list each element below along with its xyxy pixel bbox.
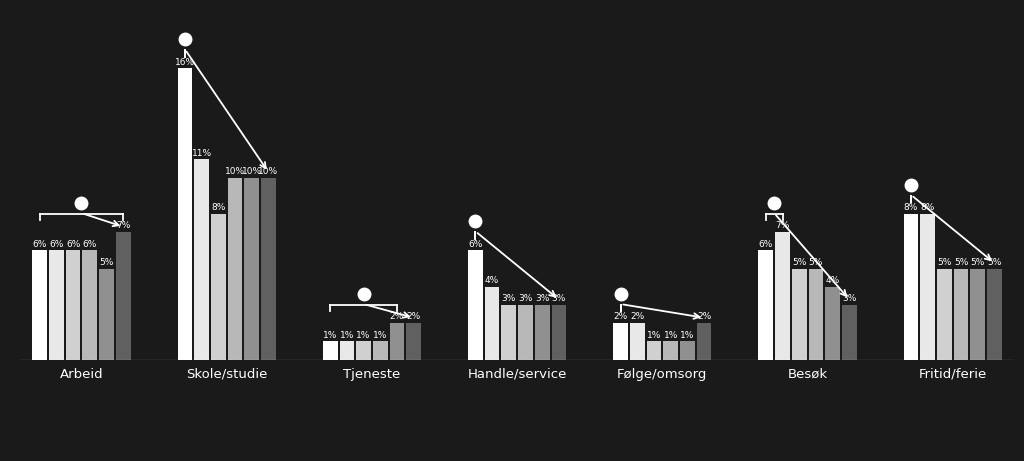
Bar	[646, 342, 662, 360]
Bar	[775, 232, 790, 360]
Bar	[921, 214, 935, 360]
Bar	[323, 342, 338, 360]
Bar	[373, 342, 388, 360]
Bar	[987, 269, 1001, 360]
Bar	[49, 250, 63, 360]
Bar	[245, 177, 259, 360]
Text: 5%: 5%	[971, 258, 985, 267]
Text: 6%: 6%	[49, 240, 63, 248]
Bar	[937, 269, 951, 360]
Bar	[261, 177, 275, 360]
Bar	[809, 269, 823, 360]
Text: 11%: 11%	[191, 148, 212, 158]
Text: 6%: 6%	[468, 240, 482, 248]
Bar	[389, 323, 404, 360]
Bar	[842, 305, 857, 360]
Bar	[971, 269, 985, 360]
Bar	[116, 232, 131, 360]
Text: 7%: 7%	[775, 221, 790, 230]
Text: 8%: 8%	[904, 203, 919, 212]
Bar	[696, 323, 712, 360]
Bar	[356, 342, 371, 360]
Text: 1%: 1%	[647, 331, 662, 340]
Text: 16%: 16%	[175, 58, 195, 66]
Bar	[195, 160, 209, 360]
Bar	[953, 269, 969, 360]
Text: 5%: 5%	[99, 258, 114, 267]
Text: 1%: 1%	[664, 331, 678, 340]
Text: 3%: 3%	[502, 294, 516, 303]
Text: 5%: 5%	[792, 258, 806, 267]
Text: 10%: 10%	[258, 167, 279, 176]
Legend: 1991/92, 1998, 2001, 2005, 2009, 2013/14: 1991/92, 1998, 2001, 2005, 2009, 2013/14	[27, 460, 514, 461]
Text: 2%: 2%	[697, 313, 712, 321]
Text: 6%: 6%	[33, 240, 47, 248]
Text: 10%: 10%	[225, 167, 245, 176]
Bar	[630, 323, 645, 360]
Bar	[177, 68, 193, 360]
Text: 2%: 2%	[407, 313, 421, 321]
Text: 5%: 5%	[809, 258, 823, 267]
Bar	[613, 323, 628, 360]
Bar	[552, 305, 566, 360]
Bar	[903, 214, 919, 360]
Bar	[211, 214, 225, 360]
Text: 3%: 3%	[535, 294, 549, 303]
Text: 3%: 3%	[552, 294, 566, 303]
Bar	[535, 305, 550, 360]
Text: 5%: 5%	[937, 258, 951, 267]
Text: 3%: 3%	[518, 294, 532, 303]
Text: 2%: 2%	[613, 313, 628, 321]
Bar	[664, 342, 678, 360]
Text: 6%: 6%	[83, 240, 97, 248]
Text: 6%: 6%	[66, 240, 80, 248]
Text: 6%: 6%	[759, 240, 773, 248]
Text: 1%: 1%	[356, 331, 371, 340]
Bar	[99, 269, 114, 360]
Text: 8%: 8%	[921, 203, 935, 212]
Bar	[66, 250, 81, 360]
Text: 4%: 4%	[485, 276, 499, 285]
Bar	[83, 250, 97, 360]
Bar	[340, 342, 354, 360]
Bar	[518, 305, 532, 360]
Text: 5%: 5%	[987, 258, 1001, 267]
Text: 1%: 1%	[373, 331, 387, 340]
Bar	[484, 287, 500, 360]
Text: 10%: 10%	[242, 167, 262, 176]
Bar	[468, 250, 482, 360]
Bar	[825, 287, 840, 360]
Bar	[33, 250, 47, 360]
Bar	[502, 305, 516, 360]
Text: 7%: 7%	[116, 221, 130, 230]
Text: 1%: 1%	[340, 331, 354, 340]
Text: 5%: 5%	[954, 258, 969, 267]
Text: 8%: 8%	[211, 203, 225, 212]
Text: 3%: 3%	[842, 294, 856, 303]
Bar	[407, 323, 421, 360]
Text: 2%: 2%	[630, 313, 644, 321]
Bar	[680, 342, 694, 360]
Bar	[227, 177, 243, 360]
Text: 2%: 2%	[390, 313, 404, 321]
Text: 1%: 1%	[323, 331, 337, 340]
Bar	[759, 250, 773, 360]
Bar	[792, 269, 807, 360]
Text: 1%: 1%	[680, 331, 694, 340]
Text: 4%: 4%	[825, 276, 840, 285]
